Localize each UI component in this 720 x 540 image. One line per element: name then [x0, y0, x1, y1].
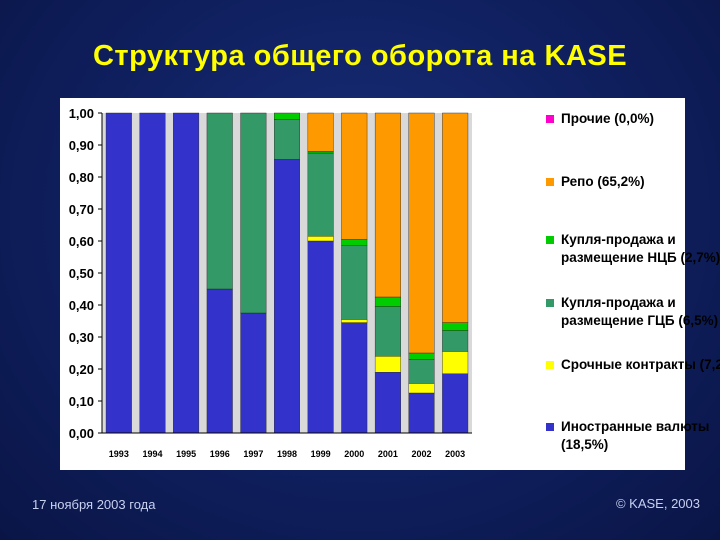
legend-swatch: [546, 299, 554, 307]
y-tick-label: 0,70: [69, 202, 94, 217]
x-tick-label: 1996: [210, 449, 230, 459]
x-tick-label: 1995: [176, 449, 196, 459]
legend-swatch: [546, 361, 554, 369]
bar-segment: [240, 112, 267, 314]
bar-segment: [139, 112, 166, 434]
bar-segment: [374, 112, 401, 298]
bar-segment: [374, 306, 401, 357]
bar-segment: [173, 112, 200, 434]
legend-label: Срочные контракты (7,2%): [561, 357, 720, 372]
legend-swatch: [546, 115, 554, 123]
bar-segment: [442, 322, 469, 331]
bar-segment: [307, 235, 334, 242]
bar-segment: [307, 112, 334, 152]
bar-segment: [408, 383, 435, 394]
legend-swatch: [546, 423, 554, 431]
bar-segment: [374, 356, 401, 373]
bar-segment: [374, 372, 401, 434]
legend-label: Купля-продажа и размещение ГЦБ (6,5%): [561, 295, 719, 328]
legend-item: Срочные контракты (7,2%): [546, 356, 720, 374]
bar-segment: [408, 112, 435, 354]
stacked-bar-chart: 0,00 0,10 0,20 0,30 0,40 0,50 0,60 0,70 0,80 0,90…: [69, 106, 472, 459]
legend-item: Иностранные валюты (18,5%): [546, 418, 720, 454]
x-tick-label: 2002: [412, 449, 432, 459]
legend-item: Купля-продажа и размещение НЦБ (2,7%): [546, 231, 720, 267]
legend-swatch: [546, 178, 554, 186]
slide-title: Структура общего оборота на KASE: [92, 40, 628, 72]
bar-segment: [307, 152, 334, 237]
y-tick-label: 0,60: [69, 234, 94, 249]
bar-segment: [206, 288, 233, 434]
legend-label: Иностранные валюты (18,5%): [561, 419, 710, 452]
y-tick-label: 1,00: [69, 106, 94, 121]
bar-segment: [408, 392, 435, 434]
y-tick-label: 0,50: [69, 266, 94, 281]
bar-segment: [307, 240, 334, 434]
legend-item: Купля-продажа и размещение ГЦБ (6,5%): [546, 294, 720, 330]
y-tick-label: 0,80: [69, 170, 94, 185]
legend-swatch: [546, 236, 554, 244]
y-tick-label: 0,30: [69, 330, 94, 345]
x-tick-label: 2000: [344, 449, 364, 459]
y-tick-label: 0,20: [69, 362, 94, 377]
x-tick-label: 1993: [109, 449, 129, 459]
bar-segment: [442, 373, 469, 434]
legend-item: Прочие (0,0%): [546, 110, 720, 128]
footer-copyright: © KASE, 2003: [615, 496, 700, 511]
bar-segment: [442, 330, 469, 352]
bar-segment: [341, 322, 368, 434]
legend-label: Прочие (0,0%): [561, 111, 655, 126]
legend-item: Репо (65,2%): [546, 173, 720, 191]
x-tick-label: 1997: [243, 449, 263, 459]
bar-segment: [341, 239, 368, 246]
bar-segment: [105, 112, 132, 434]
bar-segment: [206, 112, 233, 290]
x-tick-label: 1999: [311, 449, 331, 459]
bar-segment: [341, 245, 368, 320]
x-tick-label: 2001: [378, 449, 398, 459]
bar-segment: [374, 296, 401, 307]
chart-panel: 0,00 0,10 0,20 0,30 0,40 0,50 0,60 0,70 0,80 0,90…: [60, 98, 720, 470]
bar-segment: [408, 359, 435, 384]
bar-segment: [274, 119, 300, 160]
bar-segment: [307, 151, 334, 154]
footer-date: 17 ноября 2003 года: [32, 497, 156, 512]
y-tick-label: 0,90: [69, 138, 94, 153]
y-tick-label: 0,40: [69, 298, 94, 313]
bar-segment: [274, 112, 300, 120]
bar-segment: [341, 112, 368, 240]
bar-segment: [442, 112, 469, 323]
bar-segment: [274, 159, 300, 434]
legend-label: Купля-продажа и размещение НЦБ (2,7%): [561, 232, 720, 265]
legend-label: Репо (65,2%): [561, 174, 645, 189]
y-tick-label: 0,00: [69, 426, 94, 441]
x-tick-label: 2003: [445, 449, 465, 459]
bar-segment: [240, 312, 267, 434]
x-tick-label: 1998: [277, 449, 297, 459]
bar-segment: [442, 351, 469, 374]
bar-segment: [408, 352, 435, 360]
bar-segment: [341, 319, 368, 323]
x-tick-label: 1994: [142, 449, 162, 459]
y-tick-label: 0,10: [69, 394, 94, 409]
